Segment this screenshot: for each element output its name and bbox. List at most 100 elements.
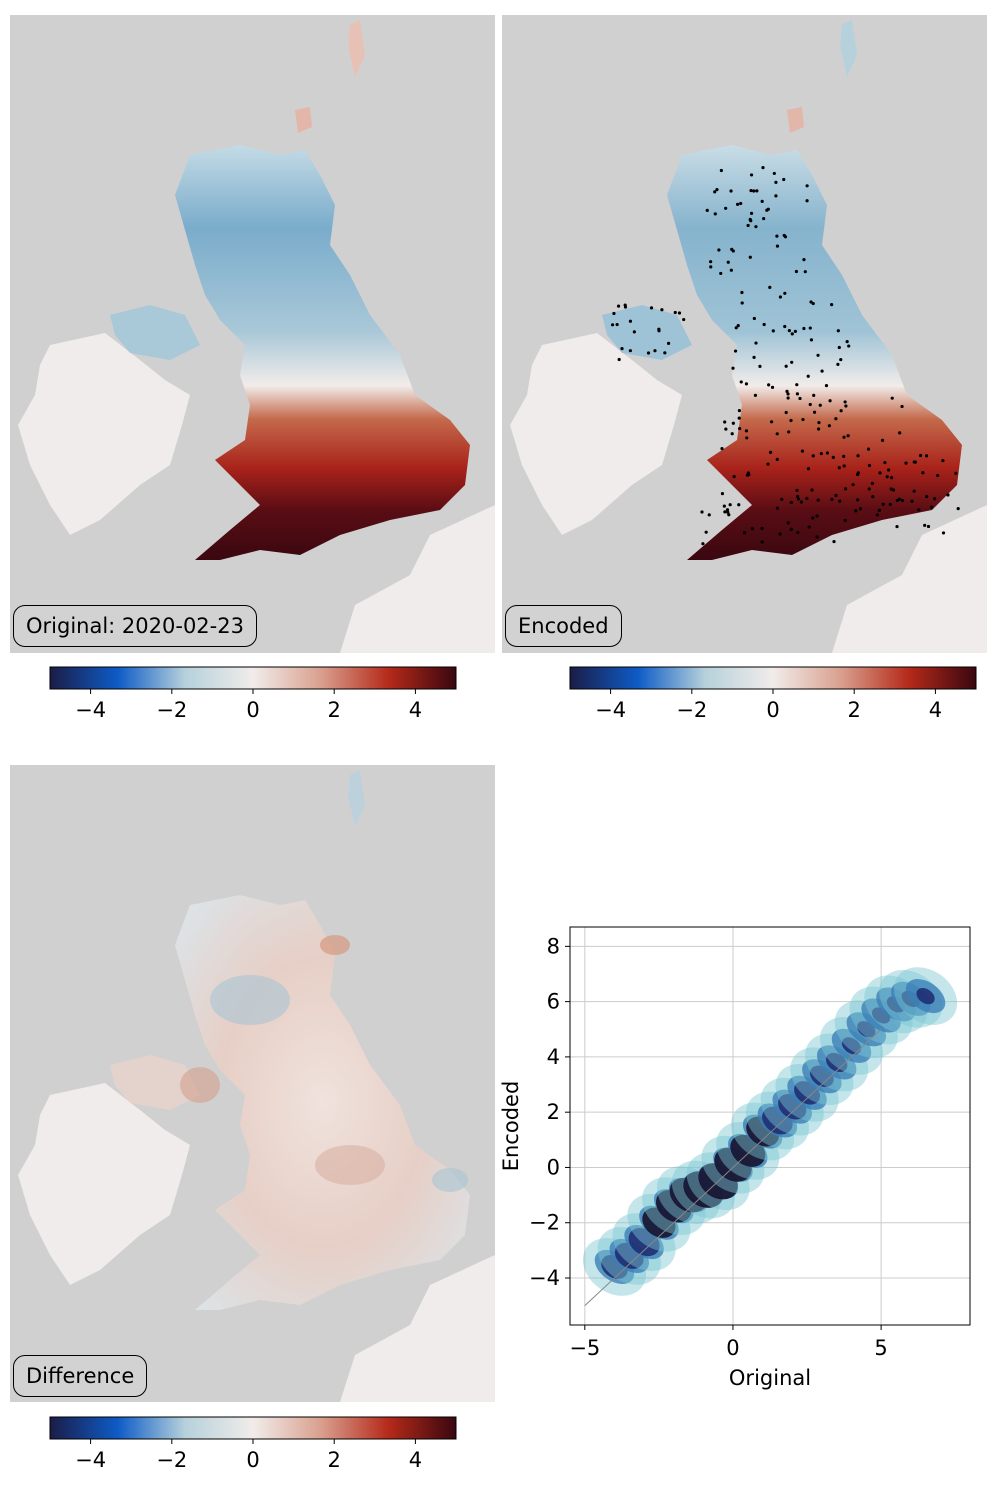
station-marker: [795, 488, 799, 493]
station-marker: [871, 495, 875, 499]
station-marker: [761, 166, 765, 170]
station-marker: [913, 460, 917, 464]
station-marker: [806, 374, 810, 378]
station-marker: [709, 260, 713, 264]
station-marker: [628, 349, 632, 353]
station-marker: [775, 457, 779, 461]
x-tick-label: 5: [874, 1336, 887, 1360]
station-marker: [762, 322, 766, 327]
station-marker: [837, 466, 841, 470]
station-marker: [739, 380, 743, 384]
station-marker: [858, 507, 863, 511]
colorbar-tick-label: −4: [75, 698, 106, 722]
station-marker: [918, 453, 923, 458]
station-marker: [795, 383, 799, 387]
station-marker: [843, 487, 848, 491]
station-marker: [715, 188, 719, 192]
station-marker: [766, 207, 770, 211]
colorbar-tick-label: 0: [246, 698, 259, 722]
station-marker: [705, 208, 709, 212]
station-marker: [866, 447, 871, 451]
y-tick-label: 6: [547, 990, 560, 1014]
colorbar-gradient: [49, 666, 457, 690]
station-marker: [673, 310, 677, 315]
station-marker: [809, 338, 814, 342]
station-marker: [875, 513, 879, 517]
y-tick-label: 4: [547, 1045, 560, 1069]
station-marker: [717, 248, 721, 252]
station-marker: [831, 455, 835, 459]
station-marker: [890, 396, 894, 400]
y-axis-label: Encoded: [499, 1081, 523, 1172]
station-marker: [900, 404, 904, 409]
station-marker: [812, 393, 816, 398]
station-marker: [842, 454, 846, 458]
station-marker: [723, 510, 727, 514]
station-marker: [726, 510, 730, 514]
station-marker: [760, 199, 764, 203]
station-marker: [628, 319, 633, 323]
difference-map-label: Difference: [13, 1355, 148, 1397]
station-marker: [830, 497, 834, 501]
y-tick-label: 0: [547, 1155, 560, 1179]
station-marker: [954, 471, 958, 475]
station-marker: [736, 323, 740, 328]
station-marker: [737, 416, 741, 420]
station-marker: [620, 347, 624, 351]
station-marker: [827, 424, 831, 428]
colorbar-tick-label: −2: [156, 1448, 187, 1472]
station-marker: [719, 271, 723, 276]
station-marker: [789, 418, 793, 423]
station-marker: [837, 345, 841, 350]
original-map: [18, 20, 495, 653]
station-marker: [745, 436, 749, 440]
station-marker: [727, 513, 731, 517]
station-marker: [824, 384, 829, 388]
station-marker: [677, 311, 682, 315]
station-marker: [782, 233, 786, 238]
station-marker: [816, 427, 821, 431]
station-marker: [803, 270, 807, 274]
station-marker: [851, 483, 855, 487]
y-tick-label: 8: [547, 934, 560, 958]
station-marker: [742, 531, 747, 535]
station-marker: [736, 202, 740, 206]
station-marker: [769, 420, 774, 424]
station-marker: [878, 471, 882, 475]
station-marker: [616, 304, 621, 308]
identity-line: [584, 1028, 882, 1307]
station-marker: [923, 523, 927, 527]
station-marker: [731, 366, 735, 370]
station-marker: [925, 495, 929, 499]
station-marker: [895, 498, 899, 502]
station-marker: [810, 488, 814, 492]
station-marker: [817, 420, 821, 425]
station-marker: [793, 329, 797, 333]
station-marker: [870, 481, 875, 486]
station-markers: [610, 166, 960, 546]
original-map-panel: Original: 2020-02-23: [10, 15, 495, 653]
station-marker: [734, 326, 738, 330]
station-marker: [730, 247, 734, 251]
station-marker: [790, 360, 794, 364]
station-marker: [755, 189, 759, 193]
station-marker: [772, 171, 776, 176]
station-marker: [904, 461, 908, 465]
colorbar-tick-label: −2: [156, 698, 187, 722]
station-marker: [775, 432, 779, 436]
station-marker: [632, 330, 636, 334]
station-marker: [709, 265, 713, 269]
station-marker: [867, 487, 871, 491]
station-marker: [856, 454, 860, 458]
ireland-landmass: [18, 333, 190, 535]
station-marker: [783, 324, 787, 329]
station-marker: [657, 329, 661, 333]
station-marker: [805, 496, 809, 501]
station-marker: [796, 530, 800, 535]
station-marker: [720, 492, 725, 496]
station-marker: [758, 364, 762, 368]
station-marker: [926, 524, 931, 529]
station-marker: [774, 194, 778, 198]
station-marker: [750, 527, 754, 531]
station-marker: [795, 494, 800, 499]
